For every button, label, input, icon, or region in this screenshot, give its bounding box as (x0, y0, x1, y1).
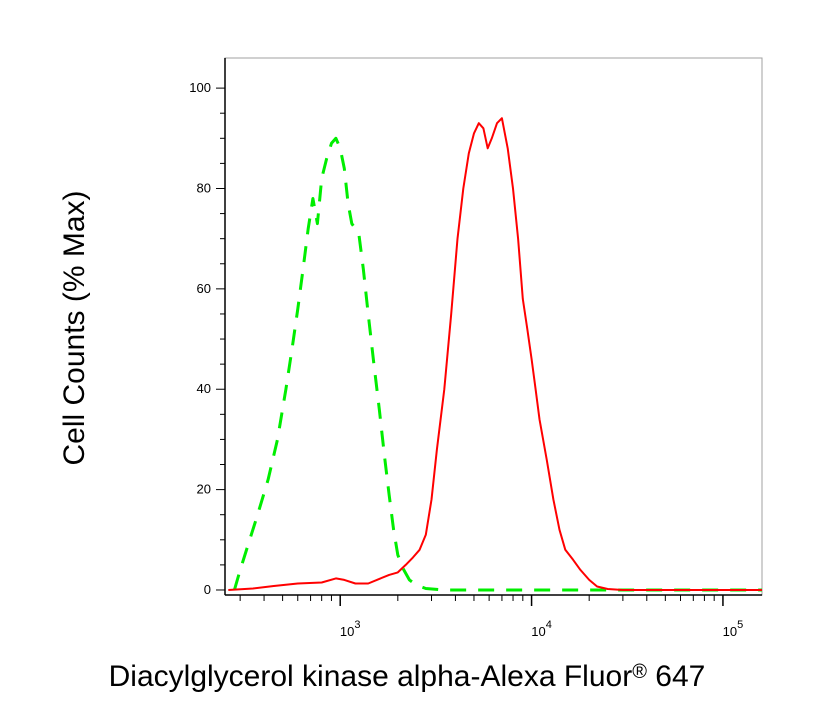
y-axis-title: Cell Counts (% Max) (58, 190, 91, 465)
axes-layer: 0 20 40 60 80 100 103 104 105 (189, 58, 762, 639)
x-axis-title-main: Diacylglycerol kinase alpha-Alexa Fluor (109, 660, 633, 693)
x-axis-title-registered-mark: ® (632, 661, 647, 683)
y-tick-label: 20 (197, 482, 211, 497)
series-red-solid-line (228, 117, 762, 591)
plot-frame (224, 57, 763, 596)
x-tick-label: 103 (340, 619, 361, 639)
y-tick-label: 60 (197, 281, 211, 296)
y-tick-label: 80 (197, 180, 211, 195)
x-tick-label: 105 (723, 619, 744, 639)
series-green-dashed-line (232, 136, 762, 592)
y-tick-label: 40 (197, 381, 211, 396)
series-layer (228, 117, 762, 592)
y-tick-label: 100 (189, 80, 211, 95)
x-tick-label: 104 (531, 619, 552, 639)
x-axis-title-suffix: 647 (647, 660, 705, 693)
x-axis-title: Diacylglycerol kinase alpha-Alexa Fluor®… (109, 660, 706, 693)
y-tick-label: 0 (204, 582, 211, 597)
